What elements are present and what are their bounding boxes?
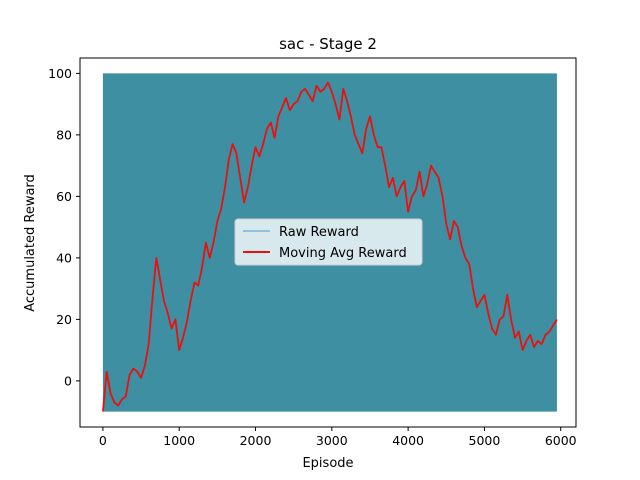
axes-frame bbox=[79, 57, 577, 428]
moving-avg-reward-line bbox=[102, 81, 558, 412]
x-axis-label: Episode bbox=[302, 456, 353, 471]
chart-title: sac - Stage 2 bbox=[279, 35, 377, 53]
x-tick-label: 5000 bbox=[469, 433, 501, 448]
y-tick-label: 100 bbox=[48, 66, 72, 81]
axes: 0 1000 2000 3000 4000 5000 6000 0 20 40 60 80 100 bbox=[48, 57, 577, 448]
y-tick-label: 80 bbox=[56, 127, 72, 142]
x-tick-label: 4000 bbox=[392, 433, 424, 448]
x-tick-label: 0 bbox=[99, 433, 107, 448]
y-tick-label: 20 bbox=[56, 312, 72, 327]
y-tick-label: 0 bbox=[64, 373, 72, 388]
legend-label-raw-reward: Raw Reward bbox=[279, 225, 359, 240]
x-tick-label: 3000 bbox=[316, 433, 348, 448]
x-tick-label: 2000 bbox=[240, 433, 272, 448]
x-tick-label: 6000 bbox=[545, 433, 577, 448]
y-axis-label: Accumulated Reward bbox=[23, 174, 38, 312]
y-tick-label: 60 bbox=[56, 189, 72, 204]
legend-box bbox=[234, 218, 423, 266]
moving-avg-reward-series bbox=[102, 81, 558, 412]
y-tick-label: 40 bbox=[56, 250, 72, 265]
legend: Raw Reward Moving Avg Reward bbox=[234, 218, 423, 266]
x-tick-label: 1000 bbox=[163, 433, 195, 448]
legend-label-moving-avg-reward: Moving Avg Reward bbox=[279, 246, 407, 261]
